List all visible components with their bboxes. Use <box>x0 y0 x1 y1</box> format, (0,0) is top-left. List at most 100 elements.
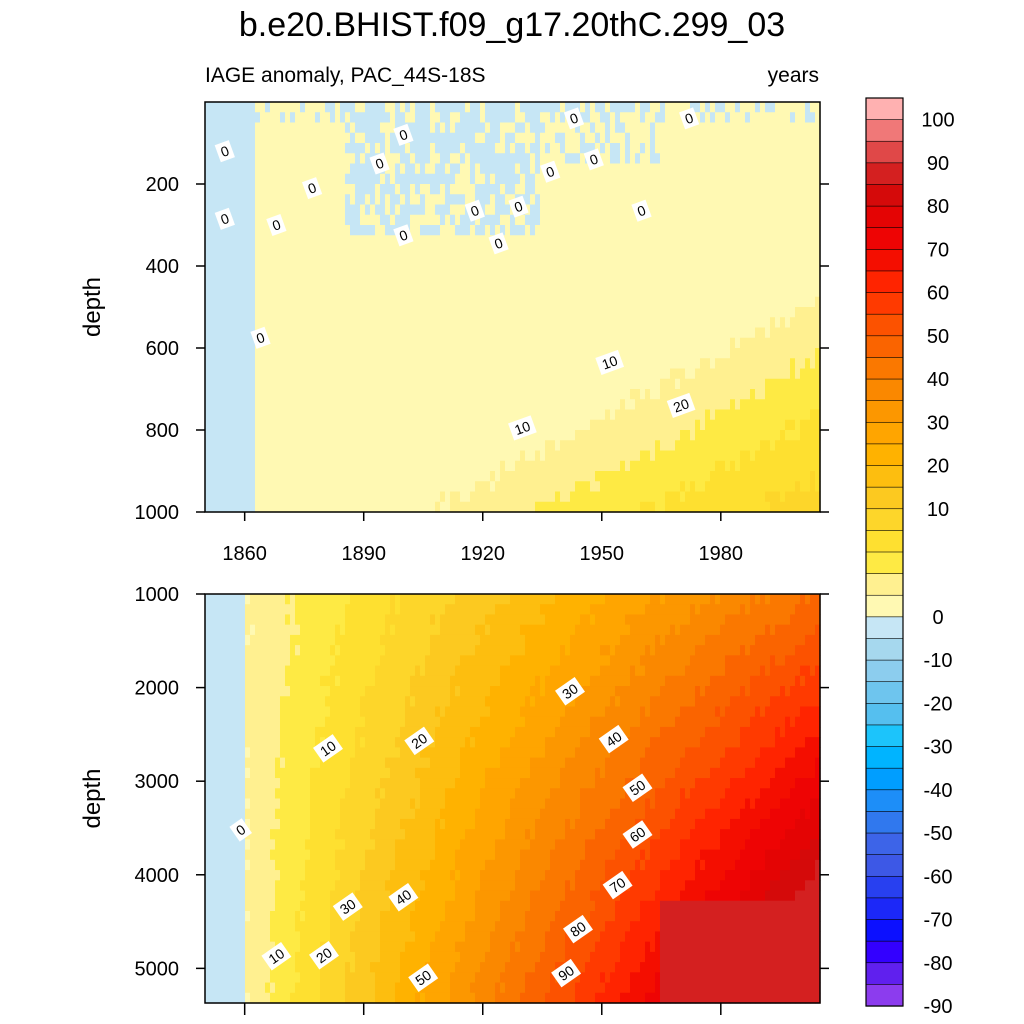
upper-contour-label-text: 10 <box>600 352 620 372</box>
lower-y-tick-label: 1000 <box>135 584 180 606</box>
colorbar: 1009080706050403020100-10-20-30-40-50-60… <box>865 97 955 1018</box>
colorbar-label: -10 <box>924 650 953 672</box>
colorbar-swatch <box>865 811 904 834</box>
lower-contour-label: 40 <box>598 724 629 754</box>
lower-contour-label: 60 <box>622 820 653 849</box>
colorbar-label: -80 <box>924 953 953 975</box>
colorbar-swatch <box>865 249 904 272</box>
lower-field <box>205 594 821 1004</box>
colorbar-swatch <box>865 897 904 921</box>
lower-contour-label: 10 <box>313 734 343 763</box>
upper-contour-label: 0 <box>393 123 414 146</box>
lower-panel: 0 10 10 20 20 30 30 40 40 50 50 60 70 80 90 1000 2000 300… <box>79 584 829 1015</box>
colorbar-label: 50 <box>927 326 949 348</box>
colorbar-swatch <box>865 292 904 315</box>
colorbar-swatch <box>865 421 904 445</box>
lower-contour-label: 30 <box>332 892 363 921</box>
colorbar-swatch <box>865 551 904 575</box>
upper-contour-label: 0 <box>393 224 414 247</box>
upper-x-tick-label: 1950 <box>580 543 625 565</box>
upper-contour-label: 0 <box>563 107 585 130</box>
upper-plot-frame <box>204 101 821 513</box>
colorbar-swatch <box>865 465 904 488</box>
lower-contour-label: 40 <box>388 882 419 912</box>
upper-contour-label: 0 <box>214 140 235 163</box>
lower-contour-label: 50 <box>622 773 653 802</box>
lower-contour-label: 20 <box>309 941 339 970</box>
upper-contour-label: 20 <box>666 392 696 418</box>
colorbar-label: -70 <box>924 910 953 932</box>
upper-y-tick-label: 1000 <box>135 502 180 524</box>
upper-contour-label: 0 <box>266 213 287 237</box>
upper-y-tick-label: 400 <box>146 256 179 278</box>
upper-contour-label: 0 <box>508 195 529 218</box>
colorbar-swatch <box>865 919 904 942</box>
chart-subtitle-right: years <box>768 64 819 87</box>
colorbar-label: 60 <box>927 283 949 305</box>
upper-contour-label-text: 20 <box>671 395 691 415</box>
upper-contour-label: 0 <box>678 107 700 130</box>
colorbar-label: -50 <box>924 823 953 845</box>
colorbar-swatch <box>865 378 904 402</box>
lower-plot-frame <box>204 593 821 1004</box>
colorbar-swatch <box>865 659 904 683</box>
colorbar-swatch <box>865 854 904 877</box>
lower-y-tick-label: 2000 <box>135 678 180 700</box>
lower-contour-label: 30 <box>555 677 585 706</box>
upper-x-tick-label: 1890 <box>341 543 386 565</box>
colorbar-swatch <box>865 313 904 337</box>
upper-x-tick-label: 1980 <box>699 543 744 565</box>
colorbar-swatch <box>865 984 904 1007</box>
colorbar-label: 80 <box>927 196 949 218</box>
colorbar-label: -20 <box>924 693 953 715</box>
colorbar-swatch <box>865 335 904 359</box>
upper-contour-label: 0 <box>301 177 323 200</box>
colorbar-swatch <box>865 789 904 813</box>
upper-x-tick-label: 1860 <box>222 543 267 565</box>
colorbar-swatch <box>865 508 904 531</box>
lower-y-axis-label: depth <box>79 768 106 828</box>
lower-contour-label: 90 <box>551 958 582 988</box>
colorbar-swatch <box>865 162 904 186</box>
colorbar-label: -90 <box>924 996 953 1018</box>
colorbar-label: -30 <box>924 737 953 759</box>
colorbar-swatch <box>865 573 904 596</box>
colorbar-swatch <box>865 875 904 899</box>
colorbar-swatch <box>865 184 904 207</box>
upper-y-tick-label: 600 <box>146 338 179 360</box>
lower-contour-label: 20 <box>404 726 435 756</box>
colorbar-swatch <box>865 703 904 726</box>
upper-contour-label: 0 <box>488 232 509 255</box>
chart-title: b.e20.BHIST.f09_g17.20thC.299_03 <box>239 6 785 44</box>
upper-contour-label: 0 <box>214 207 235 230</box>
upper-y-tick-label: 200 <box>146 174 179 196</box>
lower-contour-label: 80 <box>563 914 593 944</box>
colorbar-swatch <box>865 638 904 661</box>
lower-y-tick-label: 4000 <box>135 865 180 887</box>
lower-y-tick-label: 3000 <box>135 771 180 793</box>
colorbar-swatch <box>865 443 904 467</box>
colorbar-label: 0 <box>932 607 943 629</box>
colorbar-frame <box>865 97 904 1007</box>
lower-contour-label: 70 <box>602 870 633 900</box>
lower-y-tick-label: 5000 <box>135 958 180 980</box>
colorbar-label: 70 <box>927 239 949 261</box>
upper-contour-label: 10 <box>508 415 537 441</box>
upper-panel: 00 00000000000000101020200400600800100018… <box>79 101 829 565</box>
colorbar-label: -40 <box>924 780 953 802</box>
lower-contour-label: 10 <box>261 941 292 971</box>
upper-y-tick-label: 800 <box>146 420 179 442</box>
colorbar-swatch <box>865 400 904 423</box>
colorbar-swatch <box>865 205 904 229</box>
colorbar-swatch <box>865 140 904 164</box>
colorbar-label: 100 <box>921 110 954 132</box>
upper-contour-label-text: 10 <box>512 418 532 438</box>
upper-contour-label: 0 <box>540 160 561 183</box>
upper-contour-label: 0 <box>464 199 485 222</box>
colorbar-swatch <box>865 594 904 618</box>
upper-field <box>205 102 821 513</box>
colorbar-swatch <box>865 97 904 121</box>
colorbar-swatch <box>865 767 904 791</box>
colorbar-label: 40 <box>927 369 949 391</box>
